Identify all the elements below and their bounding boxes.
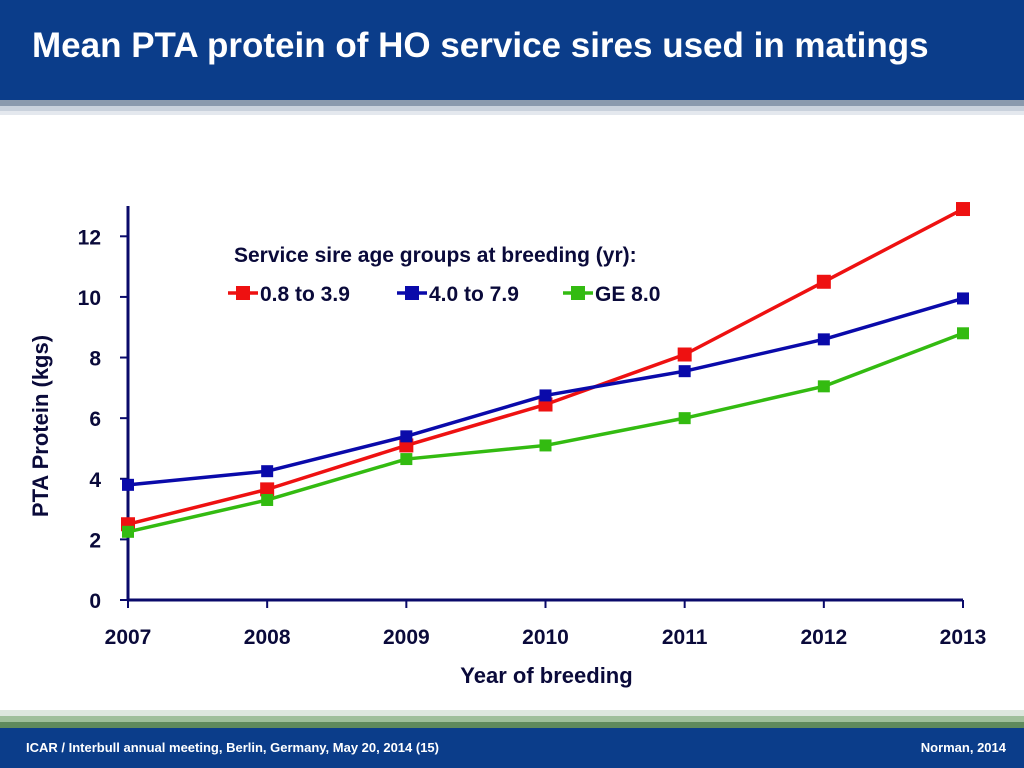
legend-label: GE 8.0	[595, 283, 660, 306]
legend-label: 4.0 to 7.9	[429, 283, 519, 306]
legend-label: 0.8 to 3.9	[260, 283, 350, 306]
x-tick-label: 2010	[522, 626, 569, 649]
footer-citation: ICAR / Interbull annual meeting, Berlin,…	[26, 740, 439, 755]
data-point	[261, 465, 274, 478]
y-tick-label: 6	[89, 408, 101, 431]
legend-marker	[236, 286, 250, 300]
data-point	[539, 439, 552, 452]
y-tick-label: 8	[89, 348, 101, 371]
legend-marker	[405, 286, 419, 300]
y-tick-label: 0	[89, 590, 101, 613]
data-point	[816, 274, 831, 289]
y-axis-label: PTA Protein (kgs)	[28, 335, 53, 517]
data-point	[539, 389, 552, 402]
header-divider-stripe	[0, 100, 1024, 106]
y-tick-label: 2	[89, 529, 101, 552]
x-tick-label: 2009	[383, 626, 430, 649]
data-point	[957, 327, 969, 340]
footer-divider-stripe	[0, 722, 1024, 728]
slide-title: Mean PTA protein of HO service sires use…	[32, 26, 929, 65]
data-point	[817, 333, 830, 346]
data-point	[122, 478, 134, 491]
slide-header: Mean PTA protein of HO service sires use…	[0, 0, 1024, 100]
data-point	[957, 292, 969, 305]
data-point	[677, 347, 692, 362]
x-tick-label: 2007	[105, 626, 152, 649]
data-point	[678, 412, 691, 425]
data-point	[817, 380, 830, 393]
x-tick-label: 2008	[244, 626, 291, 649]
header-divider-stripe	[0, 111, 1024, 115]
legend-marker	[571, 286, 585, 300]
data-point	[678, 365, 691, 378]
x-tick-label: 2013	[940, 626, 987, 649]
data-point	[400, 453, 413, 466]
y-tick-label: 10	[78, 287, 101, 310]
series-line-2	[127, 331, 964, 534]
y-tick-label: 4	[89, 469, 101, 492]
footer-divider-stripe	[0, 710, 1024, 716]
legend-title: Service sire age groups at breeding (yr)…	[234, 244, 637, 267]
header-divider-stripe	[0, 106, 1024, 111]
footer-author: Norman, 2014	[920, 740, 1006, 755]
x-tick-label: 2011	[662, 626, 708, 649]
x-axis-label: Year of breeding	[460, 663, 632, 688]
x-tick-label: 2012	[800, 626, 847, 649]
y-tick-label: 12	[78, 226, 101, 249]
data-point	[956, 202, 970, 217]
data-point	[261, 493, 274, 506]
footer-divider-stripe	[0, 716, 1024, 722]
data-point	[400, 430, 413, 443]
data-point	[260, 482, 275, 497]
data-point	[122, 525, 134, 538]
slide-footer: ICAR / Interbull annual meeting, Berlin,…	[0, 728, 1024, 768]
